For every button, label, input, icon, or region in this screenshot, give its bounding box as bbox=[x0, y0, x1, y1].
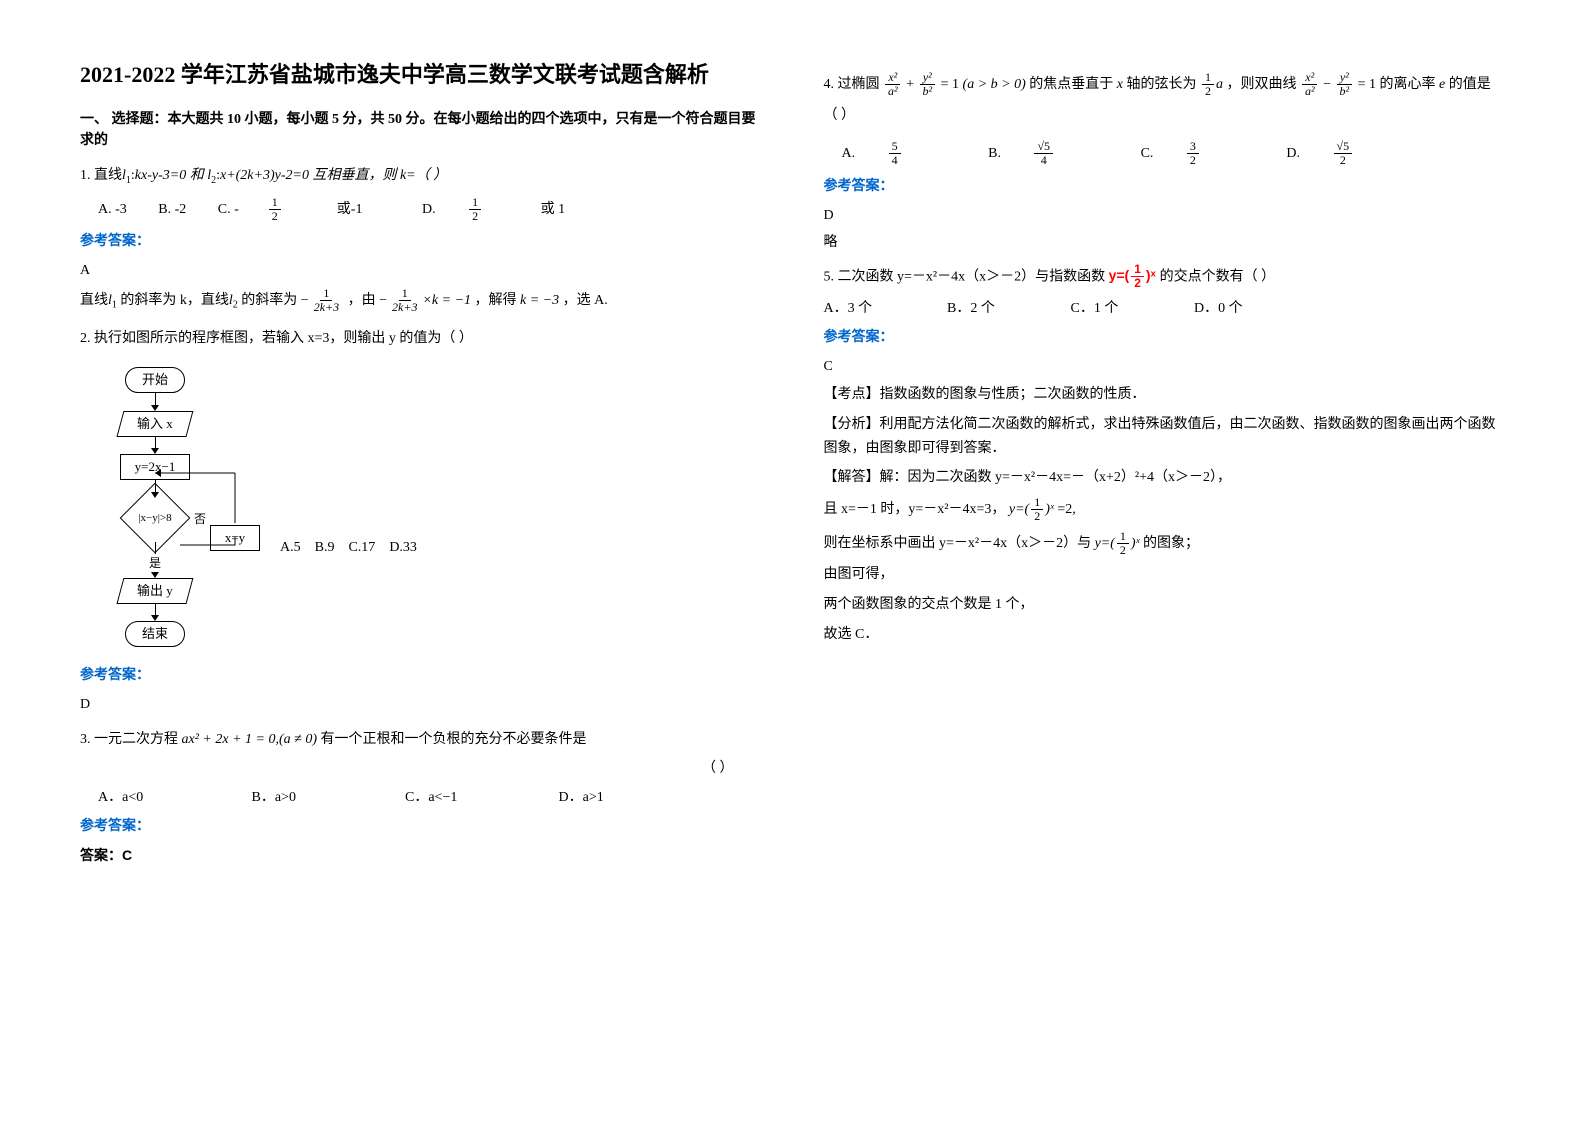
flow-input: 输入 x bbox=[117, 411, 194, 437]
q4-lue: 略 bbox=[824, 232, 1508, 253]
flowchart: 开始 输入 x y=2x−1 |x−y|>8 否 是 输出 y 结 bbox=[110, 367, 200, 647]
q1-optD-suf: 或 1 bbox=[537, 202, 565, 217]
flow-output: 输出 y bbox=[117, 578, 194, 604]
q1-stem-a: 1. 直线 bbox=[80, 168, 122, 183]
flow-end: 结束 bbox=[125, 621, 185, 647]
q5: 5. 二次函数 y=－x²－4x（x＞－2）与指数函数 y=(12)ˣ 的交点个… bbox=[824, 263, 1508, 290]
q2-optB: B.9 bbox=[315, 540, 335, 555]
q2-options: A.5 B.9 C.17 D.33 bbox=[280, 537, 417, 558]
flow-start: 开始 bbox=[125, 367, 185, 393]
q2-ans-label: 参考答案： bbox=[80, 665, 764, 686]
q1-options: A. -3 B. -2 C. -12或-1 D. 12 或 1 bbox=[98, 196, 764, 223]
q3-optA: A．a<0 bbox=[98, 787, 218, 808]
left-column: 2021-2022 学年江苏省盐城市逸夫中学高三数学文联考试题含解析 一、 选择… bbox=[80, 60, 764, 875]
q5-optB: B．2 个 bbox=[947, 298, 1037, 319]
q3-paren: （ ） bbox=[80, 758, 764, 779]
q5-ans-label: 参考答案： bbox=[824, 327, 1508, 348]
q1-optA: A. -3 bbox=[98, 202, 127, 217]
q2-stem: 2. 执行如图所示的程序框图，若输入 x=3，则输出 y 的值为（ ） bbox=[80, 328, 764, 349]
q1-eq1: kx-y-3=0 和 bbox=[135, 168, 204, 183]
q2-ans: D bbox=[80, 694, 764, 715]
q4-ans-label: 参考答案： bbox=[824, 176, 1508, 197]
q5-exp-fn: y=(12)ˣ bbox=[1109, 267, 1160, 283]
right-column: 4. 过椭圆 x²a² + y²b² = 1 (a > b > 0) 的焦点垂直… bbox=[824, 60, 1508, 875]
q5-options: A．3 个 B．2 个 C．1 个 D．0 个 bbox=[824, 298, 1508, 319]
q4-ans: D bbox=[824, 205, 1508, 226]
q4: 4. 过椭圆 x²a² + y²b² = 1 (a > b > 0) 的焦点垂直… bbox=[824, 70, 1508, 132]
q5-ans: C bbox=[824, 356, 1508, 377]
q1-optD-pre: D. bbox=[422, 202, 439, 217]
q1-eq2: x+(2k+3)y-2=0 互相垂直，则 k=（ ） bbox=[220, 168, 447, 183]
title: 2021-2022 学年江苏省盐城市逸夫中学高三数学文联考试题含解析 bbox=[80, 60, 764, 91]
q3-eq: ax² + 2x + 1 = 0,(a ≠ 0) bbox=[182, 732, 317, 747]
q1-expl: 直线l1 的斜率为 k，直线l2 的斜率为 −12k+3 ，由 −12k+3×k… bbox=[80, 287, 764, 314]
q2-optA: A.5 bbox=[280, 540, 301, 555]
q3-optB: B．a>0 bbox=[252, 787, 372, 808]
q5-optC: C．1 个 bbox=[1071, 298, 1161, 319]
section-header: 一、 选择题：本大题共 10 小题，每小题 5 分，共 50 分。在每小题给出的… bbox=[80, 109, 764, 151]
q3-optD: D．a>1 bbox=[559, 787, 604, 808]
q1-optC-suf: 或-1 bbox=[337, 202, 363, 217]
q4-options: A. 54 B. √54 C. 32 D. √52 bbox=[842, 140, 1508, 168]
q1-optB: B. -2 bbox=[158, 202, 186, 217]
q5-p2: 【分析】利用配方法化简二次函数的解析式，求出特殊函数值后，由二次函数、指数函数的… bbox=[824, 413, 1508, 461]
q3-ans-label: 参考答案： bbox=[80, 816, 764, 837]
q5-p4: 且 x=－1 时，y=－x²－4x=3， y=(12)ˣ =2, bbox=[824, 496, 1508, 523]
q1-ans: A bbox=[80, 260, 764, 281]
q5-p7: 两个函数图象的交点个数是 1 个， bbox=[824, 593, 1508, 617]
flow-proc: y=2x−1 bbox=[120, 454, 190, 480]
q3-optC: C．a<−1 bbox=[405, 787, 525, 808]
flow-loop-line bbox=[180, 485, 260, 575]
q2-optC: C.17 bbox=[348, 540, 375, 555]
q3: 3. 一元二次方程 ax² + 2x + 1 = 0,(a ≠ 0) 有一个正根… bbox=[80, 729, 764, 750]
q3-ans: 答案：C bbox=[80, 845, 764, 867]
q5-p6: 由图可得， bbox=[824, 563, 1508, 587]
q5-p1: 【考点】指数函数的图象与性质；二次函数的性质． bbox=[824, 383, 1508, 407]
q3-stem-b: 有一个正根和一个负根的充分不必要条件是 bbox=[317, 732, 587, 747]
q2-optD: D.33 bbox=[389, 540, 417, 555]
q5-p8: 故选 C． bbox=[824, 623, 1508, 647]
q3-options: A．a<0 B．a>0 C．a<−1 D．a>1 bbox=[80, 787, 764, 808]
q1: 1. 直线l1:kx-y-3=0 和 l2:x+(2k+3)y-2=0 互相垂直… bbox=[80, 165, 764, 188]
q1-ans-label: 参考答案： bbox=[80, 231, 764, 252]
q5-optA: A．3 个 bbox=[824, 298, 914, 319]
q5-optD: D．0 个 bbox=[1194, 298, 1243, 319]
q1-optC-pre: C. - bbox=[218, 202, 239, 217]
q5-p5: 则在坐标系中画出 y=－x²－4x（x＞－2）与 y=(12)ˣ 的图象； bbox=[824, 530, 1508, 557]
q3-stem-a: 3. 一元二次方程 bbox=[80, 732, 182, 747]
q5-p3: 【解答】解：因为二次函数 y=－x²－4x=－（x+2）²+4（x＞－2）， bbox=[824, 466, 1508, 490]
